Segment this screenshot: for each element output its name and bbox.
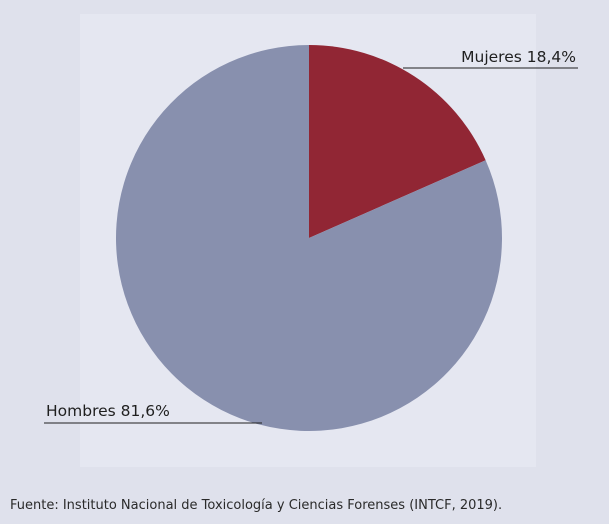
slice-label-mujeres: Mujeres 18,4% bbox=[461, 48, 576, 66]
slice-label-hombres: Hombres 81,6% bbox=[46, 402, 170, 420]
pie-slices bbox=[115, 45, 502, 431]
pie-labels: Mujeres 18,4% Hombres 81,6% bbox=[44, 48, 578, 424]
source-note: Fuente: Instituto Nacional de Toxicologí… bbox=[10, 498, 503, 513]
pie-slice-mujeres bbox=[309, 45, 486, 238]
pie-slice-hombres bbox=[115, 45, 502, 431]
